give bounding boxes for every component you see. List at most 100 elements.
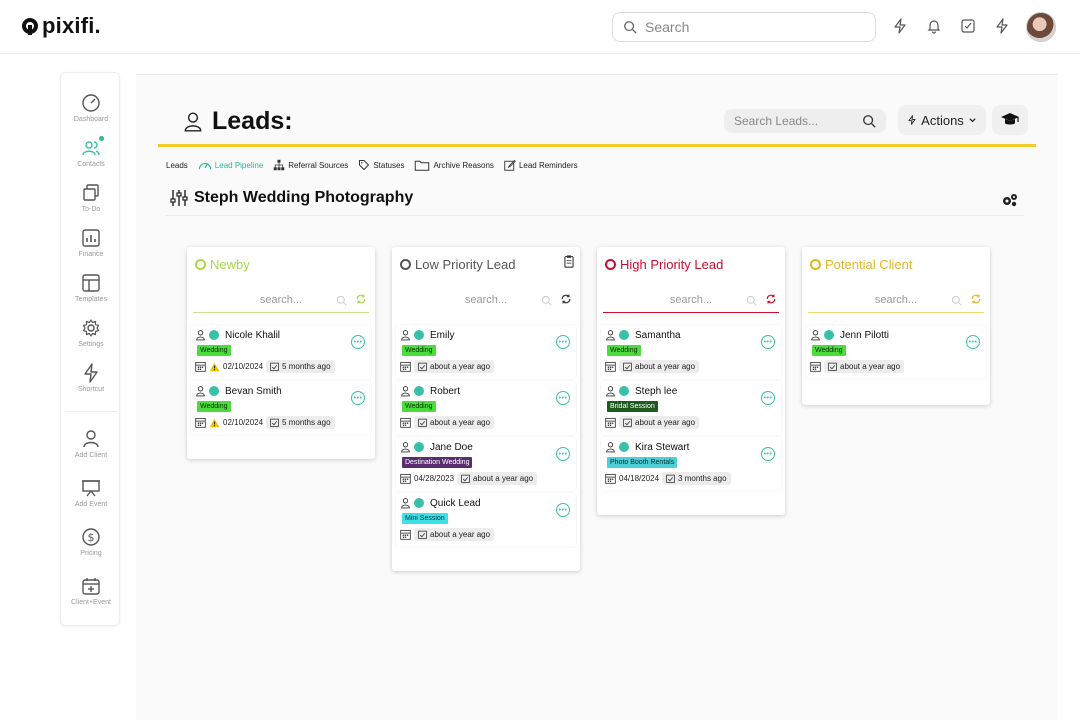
pipeline-column-newby: Newby Nicole Khalil Wedding 02/10/2024 5 … (187, 247, 375, 459)
more-options-icon[interactable]: ••• (761, 447, 775, 461)
more-options-icon[interactable]: ••• (556, 391, 570, 405)
last-activity: about a year ago (430, 418, 491, 427)
sidebar-item-shortcut[interactable]: Shortcut (61, 363, 121, 393)
more-options-icon[interactable]: ••• (556, 447, 570, 461)
lightning-icon[interactable] (992, 16, 1012, 36)
more-options-icon[interactable]: ••• (351, 335, 365, 349)
pixifi-logo[interactable]: pixifi. (22, 13, 101, 39)
subnav-archive-reasons[interactable]: Archive Reasons (414, 159, 494, 171)
top-icons (890, 16, 1012, 36)
chevron-down-icon (969, 117, 976, 122)
lead-card[interactable]: Nicole Khalil Wedding 02/10/2024 5 months… (191, 325, 371, 379)
lead-name[interactable]: Nicole Khalil (225, 329, 281, 341)
lead-name[interactable]: Jane Doe (430, 441, 473, 453)
column-search[interactable] (808, 287, 984, 313)
gears-icon[interactable] (1002, 193, 1018, 207)
sidebar-item-add-client[interactable]: Add Client (61, 429, 121, 459)
more-options-icon[interactable]: ••• (351, 391, 365, 405)
column-header: Newby (187, 247, 375, 281)
lead-name[interactable]: Emily (430, 329, 455, 341)
event-type-tag: Photo Booth Rentals (607, 457, 678, 468)
clipboard-icon[interactable] (564, 255, 574, 268)
more-options-icon[interactable]: ••• (556, 335, 570, 349)
lead-card[interactable]: Emily Wedding about a year ago ••• (396, 325, 576, 379)
lightning-icon[interactable] (890, 16, 910, 36)
graduation-cap-icon (1001, 113, 1019, 125)
lead-name[interactable]: Steph lee (635, 385, 678, 397)
subnav-label: Leads (166, 160, 188, 170)
last-activity-badge: 5 months ago (266, 360, 335, 373)
sidebar-item-todo[interactable]: To-Do (61, 183, 121, 213)
calendar-check-icon (418, 418, 427, 427)
refresh-icon[interactable] (970, 293, 982, 305)
sidebar-item-dashboard[interactable]: Dashboard (61, 93, 121, 123)
lead-card[interactable]: Samantha Wedding about a year ago ••• (601, 325, 781, 379)
column-title: Newby (210, 256, 250, 272)
status-dot (99, 136, 104, 141)
lead-name[interactable]: Samantha (635, 329, 681, 341)
last-activity: about a year ago (635, 362, 696, 371)
lead-name[interactable]: Robert (430, 385, 461, 397)
search-leads[interactable] (724, 109, 886, 133)
calendar-check-icon (461, 474, 470, 483)
more-options-icon[interactable]: ••• (761, 391, 775, 405)
search-leads-input[interactable] (734, 114, 862, 128)
sidebar-item-add-event[interactable]: Add Event (61, 478, 121, 508)
lead-card[interactable]: Quick Lead Mini Session about a year ago… (396, 493, 576, 547)
sidebar-item-client-event[interactable]: Client+Event (61, 576, 121, 606)
subnav-referral-sources[interactable]: Referral Sources (273, 159, 348, 171)
refresh-icon[interactable] (765, 293, 777, 305)
teal-status-dot (824, 330, 834, 340)
global-search[interactable] (612, 12, 876, 42)
column-search-input[interactable] (836, 293, 956, 306)
column-search-input[interactable] (221, 293, 341, 306)
subnav-statuses[interactable]: Statuses (358, 159, 404, 171)
column-search-input[interactable] (426, 293, 546, 306)
subnav-leads[interactable]: Leads (166, 161, 188, 170)
lead-card[interactable]: Kira Stewart Photo Booth Rentals 04/18/2… (601, 437, 781, 491)
event-type-tag: Mini Session (402, 513, 448, 524)
top-bar: pixifi. (0, 0, 1080, 54)
subnav-lead-pipeline[interactable]: Lead Pipeline (198, 159, 263, 171)
pipeline-divider (166, 215, 1024, 216)
actions-button[interactable]: Actions (898, 105, 986, 135)
more-options-icon[interactable]: ••• (966, 335, 980, 349)
lead-name[interactable]: Bevan Smith (225, 385, 282, 397)
event-type-tag: Wedding (812, 345, 846, 356)
lead-card[interactable]: Robert Wedding about a year ago ••• (396, 381, 576, 435)
more-options-icon[interactable]: ••• (761, 335, 775, 349)
refresh-icon[interactable] (355, 293, 367, 305)
global-search-input[interactable] (645, 19, 845, 35)
sliders-icon[interactable] (170, 189, 188, 207)
speedometer-icon (198, 163, 211, 170)
lead-card[interactable]: Bevan Smith Wedding 02/10/2024 5 months a… (191, 381, 371, 435)
sidebar-item-pricing[interactable]: $ Pricing (61, 527, 121, 557)
lead-card[interactable]: Steph lee Bridal Session about a year ag… (601, 381, 781, 435)
user-avatar[interactable] (1026, 12, 1056, 42)
tutorial-button[interactable] (992, 105, 1028, 135)
lead-name[interactable]: Quick Lead (430, 497, 481, 509)
lead-name[interactable]: Kira Stewart (635, 441, 690, 453)
calendar-check-icon (623, 362, 632, 371)
event-type-tag: Wedding (607, 345, 641, 356)
sidebar-label: Client+Event (71, 599, 111, 606)
column-search[interactable] (603, 287, 779, 313)
sidebar-item-templates[interactable]: Templates (61, 273, 121, 303)
subnav-lead-reminders[interactable]: Lead Reminders (504, 159, 578, 171)
subnav-label: Referral Sources (288, 160, 349, 170)
refresh-icon[interactable] (560, 293, 572, 305)
column-search-input[interactable] (631, 293, 751, 306)
search-icon[interactable] (862, 114, 876, 128)
column-search[interactable] (193, 287, 369, 313)
bell-icon[interactable] (924, 16, 944, 36)
sidebar-item-contacts[interactable]: Contacts (61, 136, 121, 168)
checkbox-icon[interactable] (958, 16, 978, 36)
column-search[interactable] (398, 287, 574, 313)
sidebar-item-settings[interactable]: Settings (61, 318, 121, 348)
main-panel: Leads: Actions Leads Lead Pipeline Refer… (136, 74, 1058, 720)
sidebar-item-finance[interactable]: Finance (61, 228, 121, 258)
lead-card[interactable]: Jenn Pilotti Wedding about a year ago ••… (806, 325, 986, 379)
more-options-icon[interactable]: ••• (556, 503, 570, 517)
lead-name[interactable]: Jenn Pilotti (840, 329, 889, 341)
lead-card[interactable]: Jane Doe Destination Wedding 04/28/2023 a… (396, 437, 576, 491)
